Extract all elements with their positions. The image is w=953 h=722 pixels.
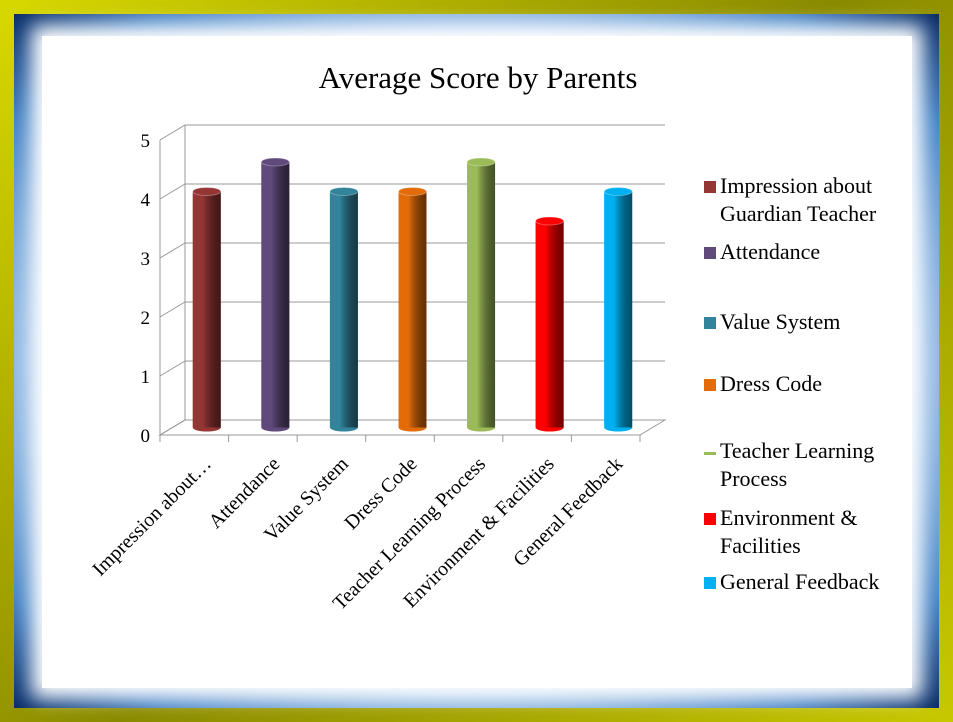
legend-label: Attendance — [720, 239, 821, 264]
legend-swatch — [704, 379, 716, 391]
legend-label: Impression about Guardian Teacher — [720, 173, 877, 226]
bar-cap — [329, 187, 359, 196]
grid-line — [159, 360, 665, 377]
bar-cap — [535, 216, 565, 226]
legend-swatch — [704, 181, 716, 193]
legend-label: Environment & Facilities — [720, 505, 858, 558]
legend-swatch — [704, 317, 716, 329]
y-tick-label: 1 — [141, 367, 151, 388]
bar-shade — [535, 221, 564, 428]
grid-line — [159, 419, 665, 436]
legend-label: Teacher Learning Process — [720, 438, 875, 491]
x-tick-label: Impression about… — [88, 453, 216, 581]
bar-cap — [398, 187, 427, 196]
bar-shade — [329, 191, 358, 428]
bar-shade — [398, 191, 427, 428]
bar-cap — [466, 157, 496, 167]
bar-shade — [261, 162, 290, 428]
grid-line — [159, 301, 665, 318]
y-tick-label: 4 — [141, 190, 151, 211]
legend-swatch — [704, 452, 716, 455]
bar-shade — [192, 191, 221, 428]
legend-label: Dress Code — [720, 371, 823, 396]
chart-title: Average Score by Parents — [319, 60, 638, 95]
grid-line — [159, 242, 665, 259]
bar-shade — [467, 162, 496, 428]
legend-label: Value System — [720, 309, 841, 334]
y-tick-label: 2 — [141, 308, 151, 329]
bar-shade — [604, 191, 633, 428]
y-tick-label: 3 — [141, 249, 151, 270]
bar-cap — [260, 157, 290, 167]
legend-swatch — [704, 247, 716, 259]
legend-swatch — [704, 577, 716, 589]
bar-cap — [603, 187, 633, 196]
y-tick-label: 5 — [141, 131, 151, 152]
grid-line — [159, 183, 665, 200]
legend-label: General Feedback — [720, 569, 880, 594]
y-tick-label: 0 — [141, 426, 151, 447]
bar-cap — [192, 187, 222, 196]
grid-line — [159, 124, 665, 141]
back-wall — [159, 125, 186, 436]
legend-swatch — [704, 513, 716, 525]
